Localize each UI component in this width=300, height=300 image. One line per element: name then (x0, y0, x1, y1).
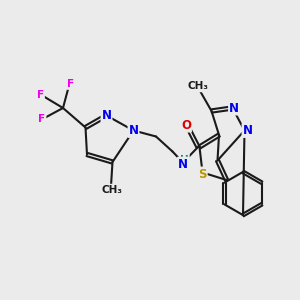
Text: F: F (37, 89, 44, 100)
Text: N: N (178, 158, 188, 171)
Text: N: N (242, 124, 253, 137)
Text: CH₃: CH₃ (102, 184, 123, 195)
Text: H: H (180, 154, 189, 165)
Text: N: N (128, 124, 139, 137)
Text: F: F (67, 79, 74, 89)
Text: CH₃: CH₃ (188, 81, 208, 92)
Text: N: N (229, 101, 239, 115)
Text: N: N (101, 109, 112, 122)
Text: F: F (38, 113, 46, 124)
Text: O: O (181, 118, 191, 132)
Text: S: S (198, 167, 207, 181)
